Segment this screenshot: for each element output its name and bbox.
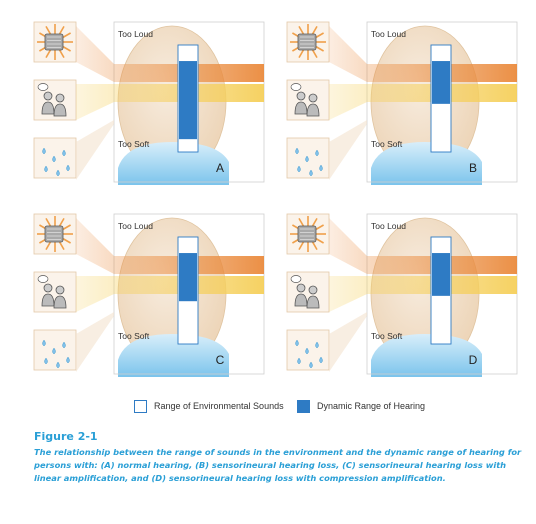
speech-sound-band bbox=[76, 276, 264, 312]
soft-icon-box bbox=[33, 329, 77, 371]
dynamic-range-bar bbox=[179, 61, 197, 140]
soft-sound-band bbox=[76, 120, 114, 180]
soft-sound-band bbox=[76, 312, 114, 372]
loud-speaker-icon bbox=[37, 24, 73, 60]
legend-label-dynamic: Dynamic Range of Hearing bbox=[317, 401, 426, 411]
soft-sound-band bbox=[329, 120, 367, 180]
speech-sound-band bbox=[329, 276, 517, 312]
dynamic-range-bar bbox=[179, 253, 197, 302]
shoulders-silhouette bbox=[371, 142, 482, 185]
panel-letter: A bbox=[216, 161, 224, 175]
legend-item-env: Range of Environmental Sounds bbox=[134, 398, 284, 414]
shoulders-silhouette bbox=[118, 334, 229, 377]
panel-letter: B bbox=[469, 161, 477, 175]
too-soft-label: Too Soft bbox=[118, 139, 150, 149]
panel-d: Too Loud Too Soft D bbox=[286, 213, 518, 377]
loud-speaker-icon bbox=[290, 216, 326, 252]
figure-caption: Figure 2-1 The relationship between the … bbox=[34, 430, 524, 485]
too-loud-label: Too Loud bbox=[371, 29, 406, 39]
panel-letter: D bbox=[469, 353, 478, 367]
too-loud-label: Too Loud bbox=[118, 29, 153, 39]
shoulders-silhouette bbox=[371, 334, 482, 377]
soft-sound-band bbox=[329, 312, 367, 372]
dynamic-range-bar bbox=[432, 253, 450, 296]
figure-title: Figure 2-1 bbox=[34, 430, 98, 443]
talking-people-icon bbox=[37, 83, 67, 117]
panel-b: Too Loud Too Soft B bbox=[286, 21, 518, 185]
water-drops-icon bbox=[295, 147, 323, 177]
legend-swatch-dynamic bbox=[297, 399, 310, 413]
too-loud-label: Too Loud bbox=[118, 221, 153, 231]
legend: Range of Environmental Sounds Dynamic Ra… bbox=[134, 398, 464, 414]
panel-a: Too Loud Too Soft A bbox=[33, 21, 265, 185]
figure-caption-text: The relationship between the range of so… bbox=[34, 447, 522, 483]
too-loud-label: Too Loud bbox=[371, 221, 406, 231]
legend-swatch-env bbox=[134, 399, 147, 413]
dynamic-range-bar bbox=[432, 61, 450, 104]
too-soft-label: Too Soft bbox=[371, 331, 403, 341]
water-drops-icon bbox=[42, 147, 70, 177]
shoulders-silhouette bbox=[118, 142, 229, 185]
speech-sound-band bbox=[329, 84, 517, 120]
speech-sound-band bbox=[76, 84, 264, 120]
water-drops-icon bbox=[295, 339, 323, 369]
legend-label-env: Range of Environmental Sounds bbox=[154, 401, 284, 411]
loud-speaker-icon bbox=[290, 24, 326, 60]
too-soft-label: Too Soft bbox=[118, 331, 150, 341]
panel-letter: C bbox=[216, 353, 225, 367]
loud-sound-band bbox=[76, 218, 264, 274]
talking-people-icon bbox=[37, 275, 67, 309]
panel-c: Too Loud Too Soft C bbox=[33, 213, 265, 377]
loud-speaker-icon bbox=[37, 216, 73, 252]
talking-people-icon bbox=[290, 275, 320, 309]
loud-sound-band bbox=[329, 26, 517, 82]
water-drops-icon bbox=[42, 339, 70, 369]
legend-item-dynamic: Dynamic Range of Hearing bbox=[297, 398, 425, 414]
too-soft-label: Too Soft bbox=[371, 139, 403, 149]
talking-people-icon bbox=[290, 83, 320, 117]
loud-sound-band bbox=[329, 218, 517, 274]
loud-sound-band bbox=[76, 26, 264, 82]
